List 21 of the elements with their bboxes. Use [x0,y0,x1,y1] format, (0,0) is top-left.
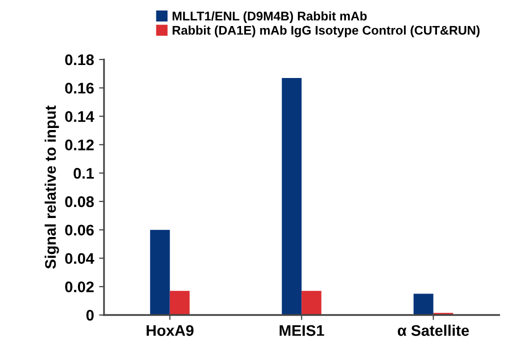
x-tick-label: HoxA9 [146,325,194,336]
y-tick-label: 0.12 [65,140,94,150]
y-tick-label: 0.04 [65,253,94,264]
bar [302,290,322,315]
bar [150,230,170,315]
y-tick-label: 0.18 [65,54,94,66]
y-tick-label: 0.06 [65,224,94,236]
y-tick-label: 0.02 [65,281,94,292]
x-tick-label: MEIS1 [280,325,324,336]
x-tick-label: α Satellite [398,324,469,336]
legend-label: Rabbit (DA1E) mAb IgG Isotype Control (CUT&RUN) [172,26,480,38]
y-tick-label: 0 [86,310,94,321]
bar [282,78,302,315]
y-tick-label: 0.14 [65,111,94,122]
bar [414,294,434,315]
y-axis-title: Signal relative to input [44,106,59,269]
y-tick-label: 0.1 [74,168,94,179]
bar [170,290,190,315]
legend-label: MLLT1/ENL (D9M4B) Rabbit mAb [172,11,367,23]
y-tick-label: 0.08 [65,196,94,208]
y-tick-label: 0.16 [65,82,94,94]
